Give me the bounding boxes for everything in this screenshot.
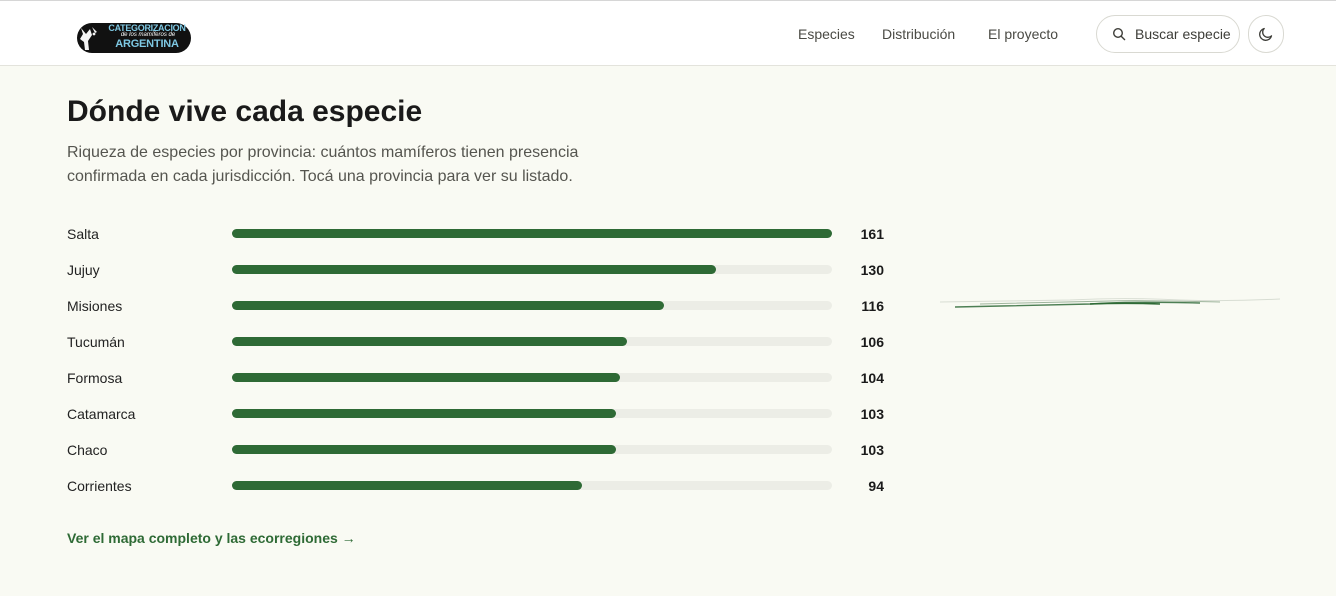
page-subtitle: Riqueza de especies por provincia: cuánt… [67,144,579,185]
province-label-jujuy[interactable]: Jujuy [67,262,100,278]
nav-link-el-proyecto[interactable]: El proyecto [988,26,1059,42]
province-label-chaco[interactable]: Chaco [67,442,108,458]
province-label-formosa[interactable]: Formosa [67,370,123,386]
logo-title-top: CATEGORIZACION [108,23,186,33]
bar-value-catamarca: 103 [860,406,884,422]
bar-track-jujuy[interactable] [232,265,832,274]
bar-track-catamarca[interactable] [232,409,832,418]
bar-track-chaco[interactable] [232,445,832,454]
logo-badge-shape [77,23,191,53]
bar-track-formosa[interactable] [232,373,832,382]
search-button-label: Buscar especie [1135,26,1231,42]
theme-toggle-button[interactable] [1248,15,1284,53]
bar-value-tucuman: 106 [860,334,884,350]
bar-catamarca [232,409,616,418]
moon-icon [1259,27,1273,41]
logo-title-bottom: ARGENTINA [115,38,179,50]
bar-tucuman [232,337,627,346]
bar-track-salta[interactable] [232,229,832,238]
bar-track-misiones[interactable] [232,301,832,310]
nav-link-especies[interactable]: Especies [798,26,855,42]
site-logo[interactable]: CATEGORIZACION de los mamíferos de ARGEN… [77,22,191,54]
bar-value-chaco: 103 [860,442,884,458]
bar-jujuy [232,265,716,274]
full-map-link[interactable]: Ver el mapa completo y las ecorregiones … [67,530,356,546]
bar-track-corrientes[interactable] [232,481,832,490]
bar-misiones [232,301,664,310]
bar-formosa [232,373,620,382]
province-label-corrientes[interactable]: Corrientes [67,478,132,494]
bar-value-salta: 161 [860,226,884,242]
logo-title-middle: de los mamíferos de [120,32,176,38]
province-label-tucuman[interactable]: Tucumán [67,334,125,350]
bar-value-misiones: 116 [861,298,884,314]
page-title: Dónde vive cada especie [67,95,423,128]
bar-salta [232,229,832,238]
province-label-catamarca[interactable]: Catamarca [67,406,136,422]
nav-link-distribucion[interactable]: Distribución [882,26,956,42]
bar-value-jujuy: 130 [860,262,884,278]
bar-chaco [232,445,616,454]
search-icon [1112,27,1126,41]
bar-track-tucuman[interactable] [232,337,832,346]
bar-corrientes [232,481,582,490]
bar-value-corrientes: 94 [868,478,884,494]
search-button[interactable]: Buscar especie [1096,15,1240,53]
province-map-preview[interactable] [940,292,1285,316]
province-label-misiones[interactable]: Misiones [67,298,123,314]
bar-value-formosa: 104 [860,370,884,386]
top-navbar: CATEGORIZACION de los mamíferos de ARGEN… [0,0,1336,66]
province-label-salta[interactable]: Salta [67,226,99,242]
